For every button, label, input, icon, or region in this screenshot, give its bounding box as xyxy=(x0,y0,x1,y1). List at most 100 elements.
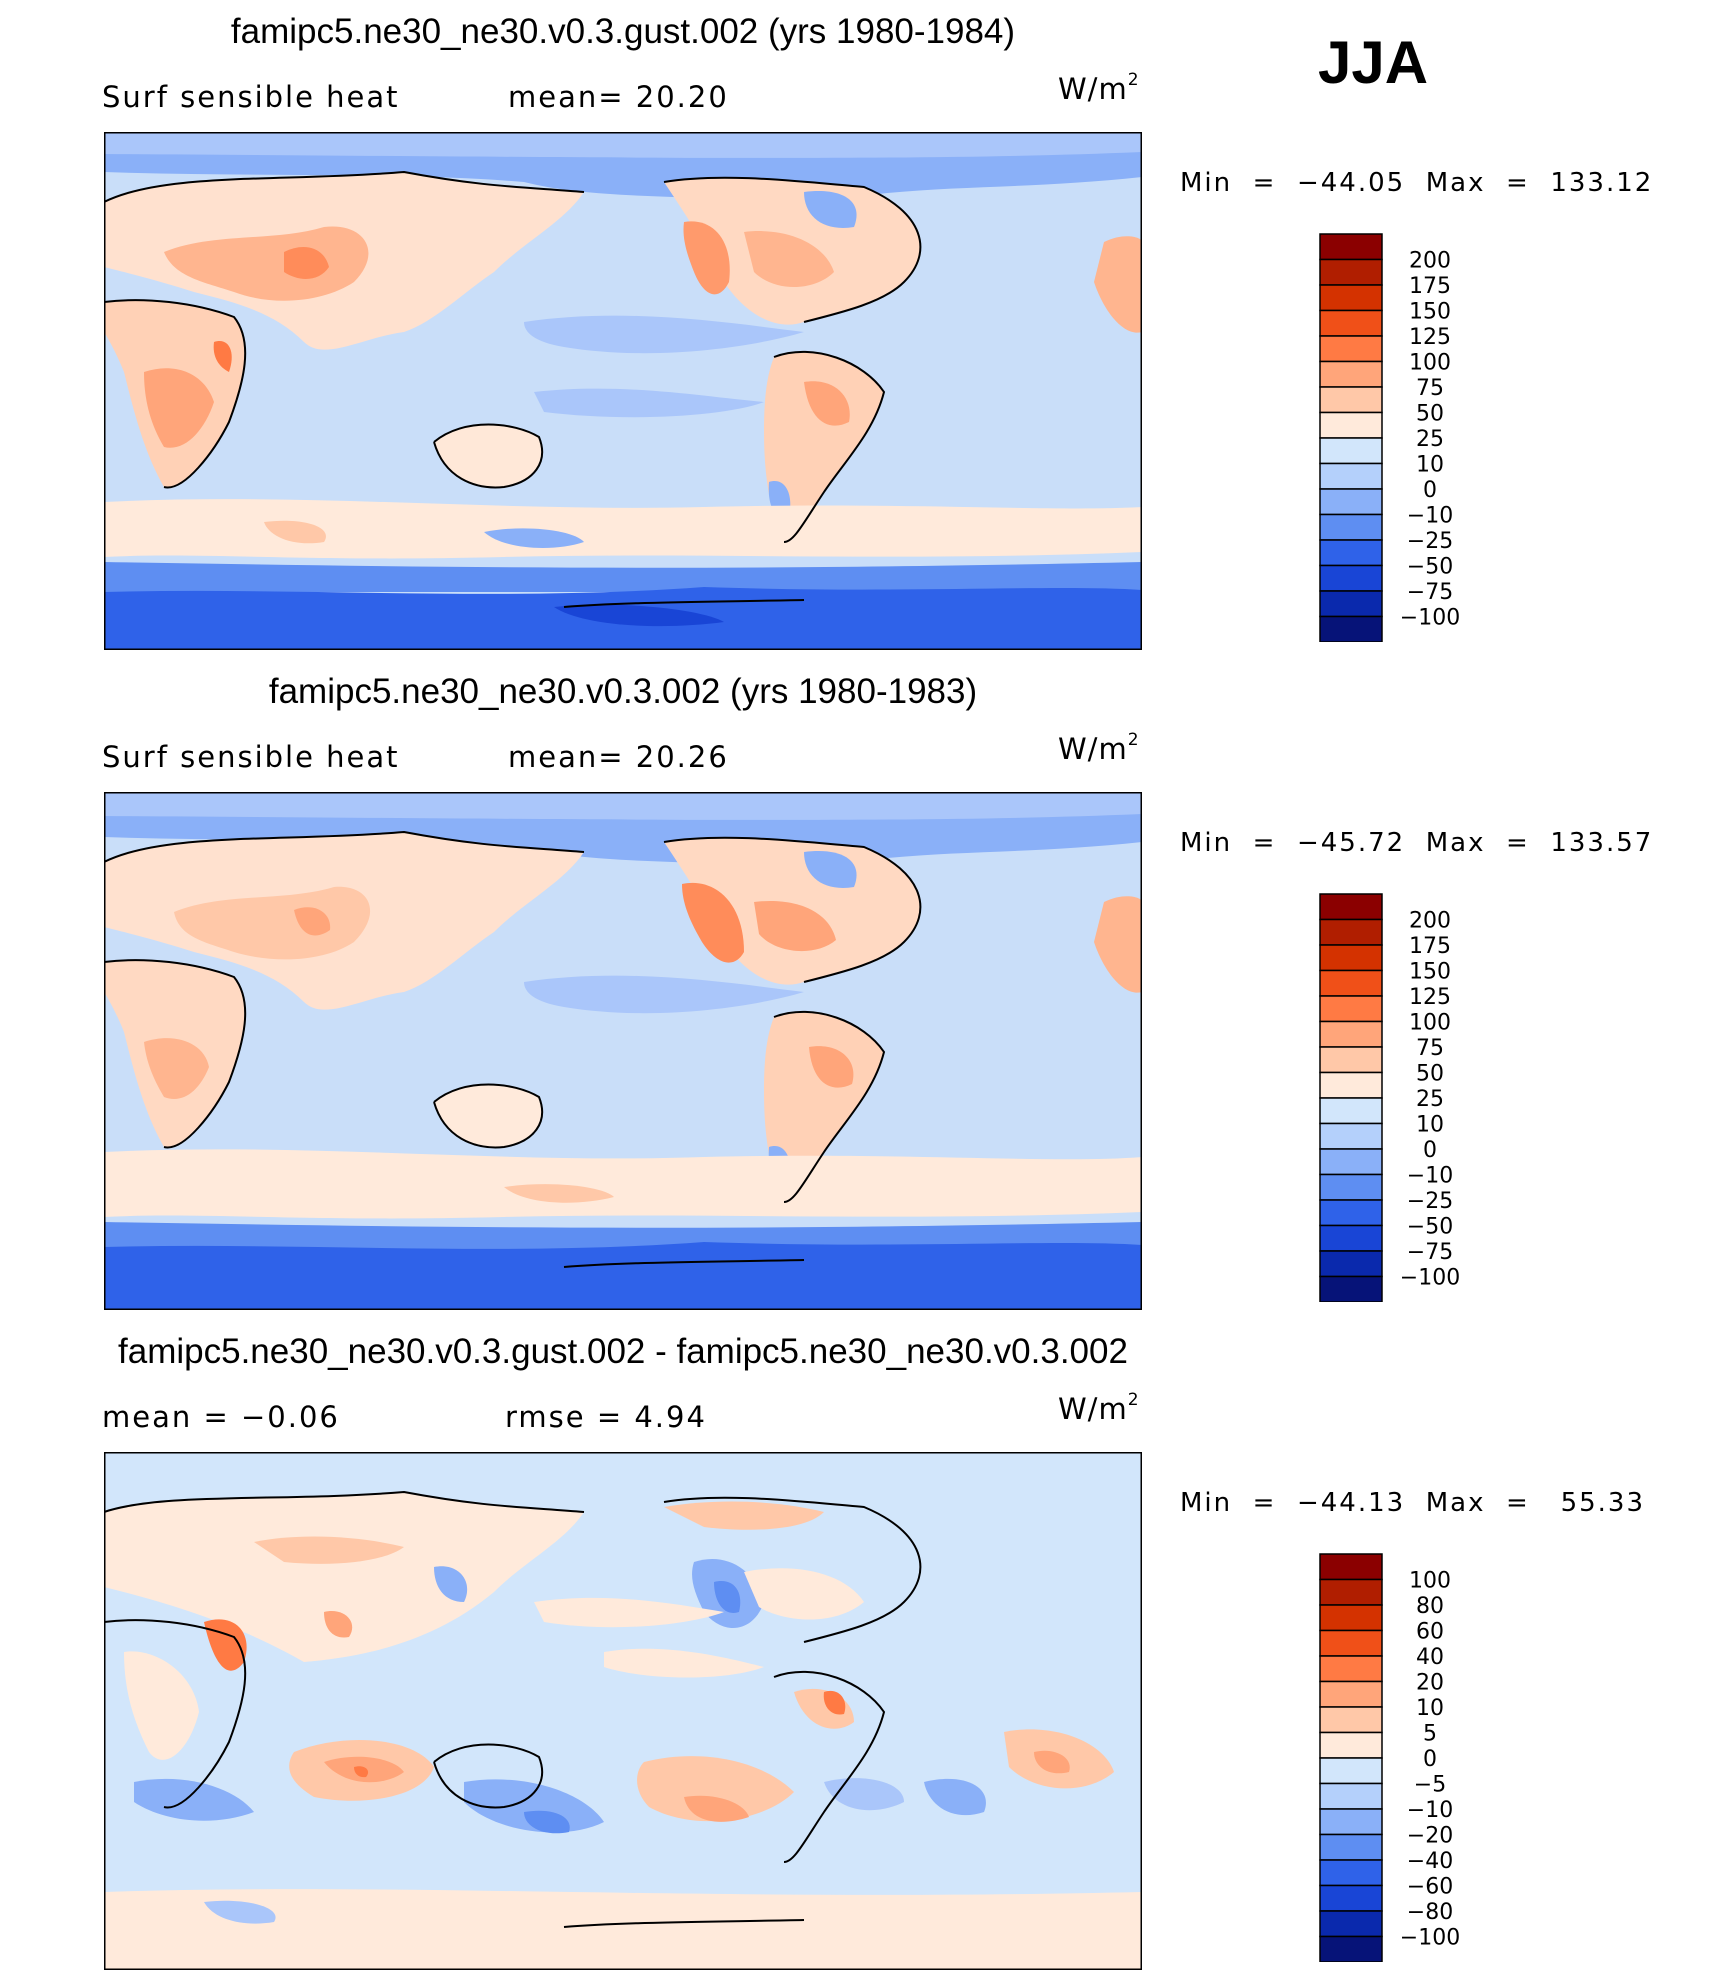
colorbar-box xyxy=(1319,918,1383,946)
colorbar-label: 100 xyxy=(1409,1011,1451,1036)
colorbar-box xyxy=(1319,1553,1383,1581)
colorbar-label: 125 xyxy=(1409,325,1451,350)
colorbar-box xyxy=(1319,513,1383,541)
colorbar-label: −75 xyxy=(1407,580,1453,605)
colorbar-box xyxy=(1319,1757,1383,1785)
colorbar-box xyxy=(1319,1910,1383,1938)
colorbar-label: 25 xyxy=(1416,427,1444,452)
colorbar-label: 10 xyxy=(1416,1696,1444,1721)
colorbar-label: 25 xyxy=(1416,1087,1444,1112)
panel-2-title: famipc5.ne30_ne30.v0.3.002 (yrs 1980-198… xyxy=(268,672,978,711)
colorbar-label: 10 xyxy=(1416,1113,1444,1138)
colorbar-label: 80 xyxy=(1416,1594,1444,1619)
colorbar-box xyxy=(1319,1250,1383,1278)
colorbar-box xyxy=(1319,1122,1383,1150)
colorbar-label: −25 xyxy=(1407,529,1453,554)
colorbar-label: 100 xyxy=(1409,351,1451,376)
colorbar-label: −100 xyxy=(1400,1926,1460,1951)
panel-3-rmse-label: rmse = 4.94 xyxy=(505,1400,707,1434)
colorbar-label: 0 xyxy=(1423,478,1437,503)
colorbar-box xyxy=(1319,1071,1383,1099)
colorbar-box xyxy=(1319,1629,1383,1657)
colorbar-label: 50 xyxy=(1416,1062,1444,1087)
colorbar-label: 100 xyxy=(1409,1569,1451,1594)
panel-3-mean-label: mean = −0.06 xyxy=(102,1400,340,1434)
colorbar-label: 175 xyxy=(1409,274,1451,299)
colorbar-box xyxy=(1319,1020,1383,1048)
colorbar-label: −5 xyxy=(1414,1773,1446,1798)
colorbar-label: −25 xyxy=(1407,1189,1453,1214)
colorbar-box xyxy=(1319,437,1383,465)
colorbar-box xyxy=(1319,258,1383,286)
colorbar-box xyxy=(1319,1935,1383,1962)
panel-1-title: famipc5.ne30_ne30.v0.3.gust.002 (yrs 198… xyxy=(230,12,1016,51)
colorbar-label: 50 xyxy=(1416,402,1444,427)
panel-1-map xyxy=(103,131,1143,651)
colorbar-label: 10 xyxy=(1416,453,1444,478)
colorbar-label: 5 xyxy=(1423,1722,1437,1747)
colorbar-box xyxy=(1319,1097,1383,1125)
colorbar-box xyxy=(1319,1808,1383,1836)
colorbar-label: −40 xyxy=(1407,1849,1453,1874)
colorbar-label: 150 xyxy=(1409,300,1451,325)
colorbar-label: 175 xyxy=(1409,934,1451,959)
colorbar-box xyxy=(1319,1199,1383,1227)
panel-2-map xyxy=(103,791,1143,1311)
colorbar-label: −10 xyxy=(1407,1164,1453,1189)
colorbar-box xyxy=(1319,1833,1383,1861)
panel-2-units: W/m2 xyxy=(1058,730,1139,766)
panel-1-units: W/m2 xyxy=(1058,70,1139,106)
colorbar-box xyxy=(1319,1046,1383,1074)
colorbar-label: 150 xyxy=(1409,960,1451,985)
colorbar-box xyxy=(1319,386,1383,414)
colorbar-label: 0 xyxy=(1423,1747,1437,1772)
colorbar-label: −80 xyxy=(1407,1900,1453,1925)
colorbar-label: −75 xyxy=(1407,1240,1453,1265)
colorbar-box xyxy=(1319,233,1383,261)
colorbar-box xyxy=(1319,969,1383,997)
colorbar-label: −50 xyxy=(1407,1215,1453,1240)
colorbar-box xyxy=(1319,411,1383,439)
colorbar-box xyxy=(1319,1782,1383,1810)
colorbar-label: 200 xyxy=(1409,249,1451,274)
colorbar-box xyxy=(1319,335,1383,363)
colorbar-box xyxy=(1319,462,1383,490)
colorbar-box xyxy=(1319,1578,1383,1606)
season-label: JJA xyxy=(1318,29,1429,96)
colorbar-box xyxy=(1319,893,1383,921)
colorbar-box xyxy=(1319,1148,1383,1176)
panel-3-title: famipc5.ne30_ne30.v0.3.gust.002 - famipc… xyxy=(118,1332,1128,1371)
colorbar-box xyxy=(1319,1224,1383,1252)
colorbar-label: −60 xyxy=(1407,1875,1453,1900)
colorbar-label: 40 xyxy=(1416,1645,1444,1670)
panel-1-variable-label: Surf sensible heat xyxy=(102,80,400,114)
colorbar-box xyxy=(1319,1706,1383,1734)
panel-2-variable-label: Surf sensible heat xyxy=(102,740,400,774)
colorbar-box xyxy=(1319,309,1383,337)
panel-2-minmax: Min = −45.72 Max = 133.57 xyxy=(1180,828,1654,858)
colorbar-label: 125 xyxy=(1409,985,1451,1010)
colorbar-label: −100 xyxy=(1400,606,1460,631)
colorbar-label: −50 xyxy=(1407,555,1453,580)
panel-3-map xyxy=(103,1451,1143,1971)
colorbar-box xyxy=(1319,1884,1383,1912)
colorbar-box xyxy=(1319,360,1383,388)
panel-3-units: W/m2 xyxy=(1058,1390,1139,1426)
colorbar-label: 0 xyxy=(1423,1138,1437,1163)
colorbar-box xyxy=(1319,944,1383,972)
colorbar-box xyxy=(1319,539,1383,567)
colorbar-label: −20 xyxy=(1407,1824,1453,1849)
panel-1-minmax: Min = −44.05 Max = 133.12 xyxy=(1180,168,1654,198)
colorbar-box xyxy=(1319,1680,1383,1708)
colorbar-box xyxy=(1319,615,1383,642)
colorbar-label: 60 xyxy=(1416,1620,1444,1645)
colorbar-box xyxy=(1319,1173,1383,1201)
colorbar-box xyxy=(1319,564,1383,592)
colorbar-label: 75 xyxy=(1416,1036,1444,1061)
colorbar-box xyxy=(1319,284,1383,312)
panel-1-mean-label: mean= 20.20 xyxy=(508,80,729,114)
colorbar-label: −10 xyxy=(1407,504,1453,529)
